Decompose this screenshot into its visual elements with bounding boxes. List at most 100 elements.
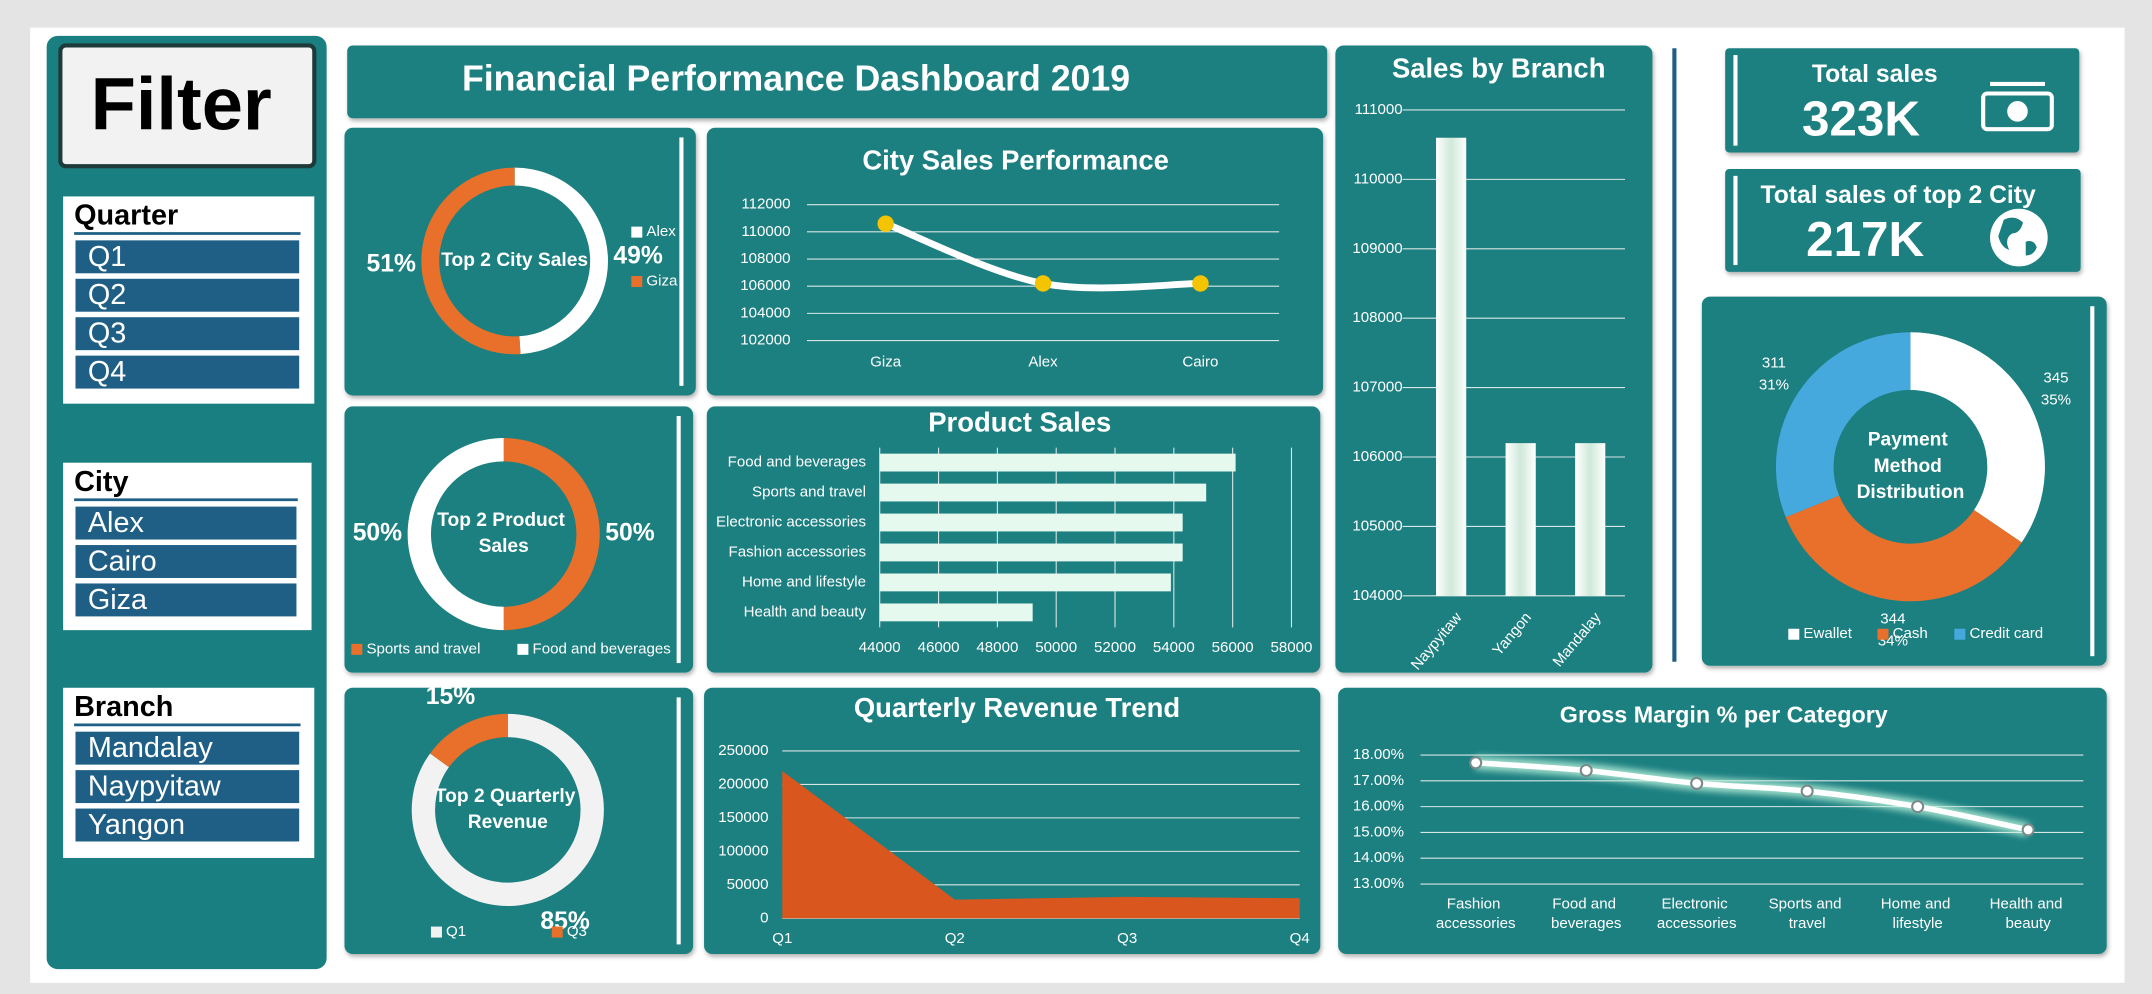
- slicer-item-label: Q2: [88, 279, 126, 311]
- line: [1472, 760, 2031, 833]
- slicer-title: Branch: [74, 691, 173, 723]
- x-tick-label: Home and lifestyle: [1881, 896, 1955, 932]
- donut-slice: [514, 167, 608, 355]
- legend-swatch: [631, 226, 643, 238]
- slicer-item[interactable]: [75, 545, 297, 578]
- data-label: 85%: [540, 908, 589, 935]
- y-tick-label: Fashion accessories: [729, 543, 866, 560]
- slicer-item[interactable]: [75, 317, 300, 351]
- y-tick-label: 18.00%: [1353, 746, 1404, 763]
- legend-label: Food and beverages: [533, 640, 671, 657]
- dashboard-title: Financial Performance Dashboard 2019: [462, 59, 1130, 99]
- chart-card: [1338, 687, 2107, 955]
- x-tick-label: 52000: [1094, 639, 1136, 656]
- legend-label: Alex: [646, 223, 676, 240]
- slicer-item[interactable]: [75, 583, 297, 617]
- data-label: 51%: [366, 250, 415, 277]
- legend-label: Credit card: [1969, 625, 2043, 642]
- legend-swatch: [517, 643, 529, 655]
- filter-header: [58, 43, 317, 169]
- y-tick-label: 110000: [741, 223, 790, 240]
- y-tick-label: 17.00%: [1353, 772, 1404, 789]
- x-tick-label: Q3: [1117, 930, 1137, 947]
- kpi-accent: [1733, 175, 1738, 266]
- legend-label: Cash: [1893, 625, 1928, 642]
- x-tick-label: Health and beauty: [1990, 896, 2067, 932]
- legend-swatch: [1877, 628, 1889, 640]
- y-tick-label: 14.00%: [1353, 849, 1404, 866]
- marker: [877, 215, 894, 232]
- slicer-title: Quarter: [74, 200, 178, 232]
- donut-slice: [1910, 332, 2045, 543]
- marker: [1192, 275, 1209, 292]
- marker: [1034, 275, 1052, 292]
- x-tick-label: Sports and travel: [1769, 896, 1846, 932]
- chart-title: Gross Margin % per Category: [1560, 702, 1888, 728]
- x-tick-label: Giza: [870, 353, 902, 370]
- chart-title: Top 2 City Sales: [441, 250, 588, 271]
- bar: [879, 483, 1207, 502]
- legend-swatch: [351, 643, 363, 655]
- slicer-item-label: Q3: [88, 318, 126, 350]
- donut-slice: [430, 713, 508, 768]
- legend-swatch: [551, 926, 563, 938]
- bar: [879, 543, 1183, 562]
- globe-icon: [1990, 208, 2048, 267]
- slicer-item-label: Yangon: [88, 809, 185, 841]
- slicer-item[interactable]: [75, 770, 300, 804]
- slicer-item[interactable]: [75, 731, 300, 765]
- chart-title: Product Sales: [928, 407, 1111, 438]
- chart-card: [706, 127, 1324, 396]
- bar: [1575, 443, 1606, 596]
- y-tick-label: 106000: [740, 277, 790, 294]
- marker: [1469, 756, 1483, 770]
- kpi-label: Total sales of top 2 City: [1760, 182, 2036, 209]
- slicer-item-label: Q4: [88, 356, 126, 388]
- y-tick-label: 110000: [1353, 170, 1402, 187]
- kpi-value: 217K: [1806, 212, 1924, 267]
- slicer-item[interactable]: [75, 808, 300, 842]
- slicer-item-label: Mandalay: [88, 732, 214, 764]
- legend-swatch: [430, 926, 442, 938]
- x-tick-label: Q2: [945, 930, 965, 947]
- legend-label: Sports and travel: [366, 640, 480, 657]
- x-tick-label: Q4: [1290, 930, 1310, 947]
- x-tick-label: 50000: [1035, 639, 1077, 656]
- slicer-item[interactable]: [75, 355, 300, 389]
- chart-title: Top 2 Quarterly Revenue: [435, 786, 581, 833]
- bar: [879, 513, 1183, 532]
- card-accent: [679, 137, 684, 386]
- y-tick-label: 106000: [1352, 448, 1402, 465]
- data-label: 50%: [605, 520, 654, 547]
- slicer-item[interactable]: [75, 278, 300, 312]
- donut-slice: [1775, 332, 1911, 518]
- legend-label: Giza: [646, 273, 678, 290]
- x-tick-label: Q1: [772, 930, 792, 947]
- legend-label: Q3: [567, 923, 587, 940]
- title-card: [347, 45, 1328, 119]
- chart-title: Top 2 Product Sales: [437, 510, 570, 557]
- y-tick-label: 109000: [1352, 240, 1402, 257]
- slicer-item-label: Q1: [88, 241, 126, 273]
- y-tick-label: 100000: [718, 842, 768, 859]
- x-tick-label: 58000: [1271, 639, 1313, 656]
- kpi-label: Total sales: [1812, 61, 1938, 88]
- y-tick-label: 108000: [1352, 309, 1402, 326]
- legend-swatch: [631, 276, 643, 288]
- x-tick-label: 44000: [859, 639, 901, 656]
- slicer-item-label: Naypyitaw: [88, 771, 221, 803]
- chart-title: City Sales Performance: [862, 144, 1169, 175]
- y-tick-label: 50000: [727, 876, 769, 893]
- slicer-item[interactable]: [75, 240, 300, 274]
- slicer-item[interactable]: [75, 506, 297, 540]
- data-label: 15%: [426, 683, 475, 710]
- card-accent: [676, 416, 681, 664]
- bar: [879, 453, 1236, 472]
- marker: [1800, 784, 1814, 798]
- card-accent: [676, 697, 681, 945]
- x-tick-label: Electronic accessories: [1657, 896, 1737, 932]
- slicer-title: City: [74, 466, 128, 498]
- marker: [1911, 800, 1925, 814]
- marker: [2021, 823, 2035, 837]
